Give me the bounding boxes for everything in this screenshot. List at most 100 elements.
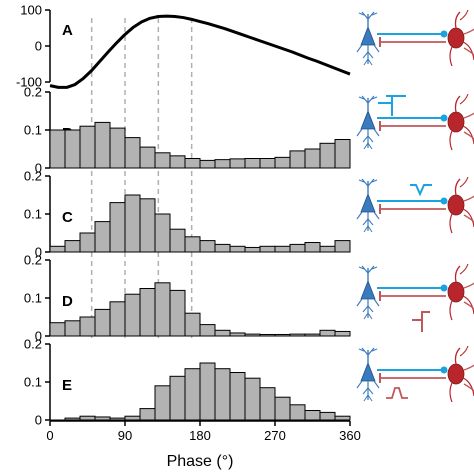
histogram-bar bbox=[139, 288, 156, 337]
histogram-bar bbox=[274, 245, 291, 253]
histogram-bar bbox=[169, 375, 186, 421]
y-tick-label: 0.2 bbox=[24, 169, 42, 184]
histogram-bar bbox=[304, 410, 321, 421]
current-step-icon bbox=[386, 387, 408, 399]
histogram-bar bbox=[109, 202, 126, 253]
histogram-bar bbox=[184, 158, 201, 169]
histogram-bar bbox=[244, 246, 261, 253]
x-tick-label: 360 bbox=[339, 428, 361, 443]
histogram-bar bbox=[289, 333, 306, 337]
histogram-bar bbox=[289, 404, 306, 421]
schematic-panel-e bbox=[356, 345, 474, 403]
histogram-bar bbox=[184, 236, 201, 253]
histogram-bar bbox=[94, 121, 111, 169]
panel-letter: D bbox=[62, 293, 73, 310]
histogram-bar bbox=[169, 228, 186, 253]
histogram-bar bbox=[109, 127, 126, 169]
panel-d: 0 0.1 0.2 D bbox=[24, 253, 351, 344]
histogram-bar bbox=[334, 240, 351, 253]
histogram-bar bbox=[319, 411, 336, 421]
y-tick-label: 0.2 bbox=[24, 85, 42, 100]
y-tick-label: 0.2 bbox=[24, 253, 42, 268]
histogram-bar bbox=[64, 240, 81, 253]
y-tick-label: 0 bbox=[35, 329, 42, 344]
histogram-bar bbox=[49, 245, 66, 253]
y-tick-label: 0.1 bbox=[24, 375, 42, 390]
histogram-bar bbox=[169, 155, 186, 169]
histogram-bar bbox=[199, 240, 216, 253]
y-tick-label: 0.2 bbox=[24, 337, 42, 352]
histogram-bar bbox=[304, 333, 321, 337]
histogram-bar bbox=[334, 415, 351, 421]
histogram-bar bbox=[109, 301, 126, 337]
histogram-bar bbox=[94, 416, 111, 421]
schematic-panel-c bbox=[356, 176, 474, 234]
panel-e: 0 0.1 0.2 E bbox=[24, 337, 351, 428]
schematic-panel-a bbox=[356, 9, 474, 67]
histogram-bar bbox=[274, 396, 291, 421]
current-step-icon bbox=[410, 184, 432, 197]
y-tick-label: 0 bbox=[35, 39, 42, 54]
histogram-bar bbox=[214, 329, 231, 337]
histogram-bar bbox=[319, 329, 336, 337]
x-tick-label: 0 bbox=[46, 428, 53, 443]
histogram-bar bbox=[319, 245, 336, 253]
histogram-bar bbox=[139, 408, 156, 421]
histogram-bar bbox=[304, 148, 321, 169]
histogram-bar bbox=[214, 368, 231, 421]
histogram-bar bbox=[154, 152, 171, 169]
y-tick-label: 0 bbox=[35, 245, 42, 260]
histogram-bar bbox=[94, 221, 111, 253]
histogram-bar bbox=[94, 308, 111, 337]
histogram-bar bbox=[289, 150, 306, 169]
histogram-bar bbox=[49, 129, 66, 169]
schematic-panel-b bbox=[356, 93, 474, 151]
histogram-bar bbox=[154, 282, 171, 337]
histogram-bar bbox=[184, 312, 201, 337]
histogram-bar bbox=[334, 330, 351, 337]
histogram-bar bbox=[244, 333, 261, 337]
x-tick-label: 90 bbox=[118, 428, 132, 443]
histogram-bar bbox=[304, 242, 321, 253]
histogram-bar bbox=[244, 377, 261, 421]
histogram-bar bbox=[169, 289, 186, 337]
phase-series-line bbox=[49, 14, 351, 89]
histogram-bar bbox=[124, 415, 141, 421]
histogram-bar bbox=[79, 125, 96, 169]
histogram-bar bbox=[109, 417, 126, 421]
y-tick-label: 100 bbox=[20, 3, 42, 18]
histogram-bar bbox=[229, 332, 246, 337]
histogram-bar bbox=[274, 333, 291, 337]
histogram-bar bbox=[124, 137, 141, 169]
histogram-bar bbox=[259, 333, 276, 337]
x-tick-label: 180 bbox=[189, 428, 211, 443]
histogram-bar bbox=[259, 158, 276, 169]
current-step-icon bbox=[378, 95, 406, 116]
histogram-bar bbox=[49, 322, 66, 337]
histogram-bar bbox=[214, 243, 231, 253]
histogram-bar bbox=[64, 129, 81, 169]
histogram-bar bbox=[214, 159, 231, 169]
histogram-bar bbox=[139, 146, 156, 169]
panel-letter: A bbox=[62, 22, 73, 39]
histogram-bar bbox=[79, 232, 96, 253]
x-axis: Phase (°) 0 90 180 270 360 bbox=[46, 420, 361, 470]
histogram-bar bbox=[79, 316, 96, 337]
y-tick-label: 0.1 bbox=[24, 123, 42, 138]
histogram-bar bbox=[64, 320, 81, 337]
histogram-bar bbox=[79, 415, 96, 421]
histogram-bar bbox=[334, 139, 351, 169]
phase-guide-lines bbox=[90, 18, 193, 342]
panel-a: -100 0 100 A bbox=[16, 3, 351, 90]
histogram-bar bbox=[184, 368, 201, 421]
panel-b: 00.10.2B bbox=[24, 85, 351, 176]
histogram-bar bbox=[64, 417, 81, 421]
panel-c: 0 0.1 0.2 C bbox=[24, 169, 351, 260]
histogram-bar bbox=[259, 245, 276, 253]
histogram-bar bbox=[229, 372, 246, 421]
histogram-bar bbox=[319, 142, 336, 169]
histogram-bar bbox=[124, 293, 141, 337]
y-tick-label: 0 bbox=[35, 161, 42, 176]
histogram-bar bbox=[289, 243, 306, 253]
histogram-bar bbox=[199, 159, 216, 169]
